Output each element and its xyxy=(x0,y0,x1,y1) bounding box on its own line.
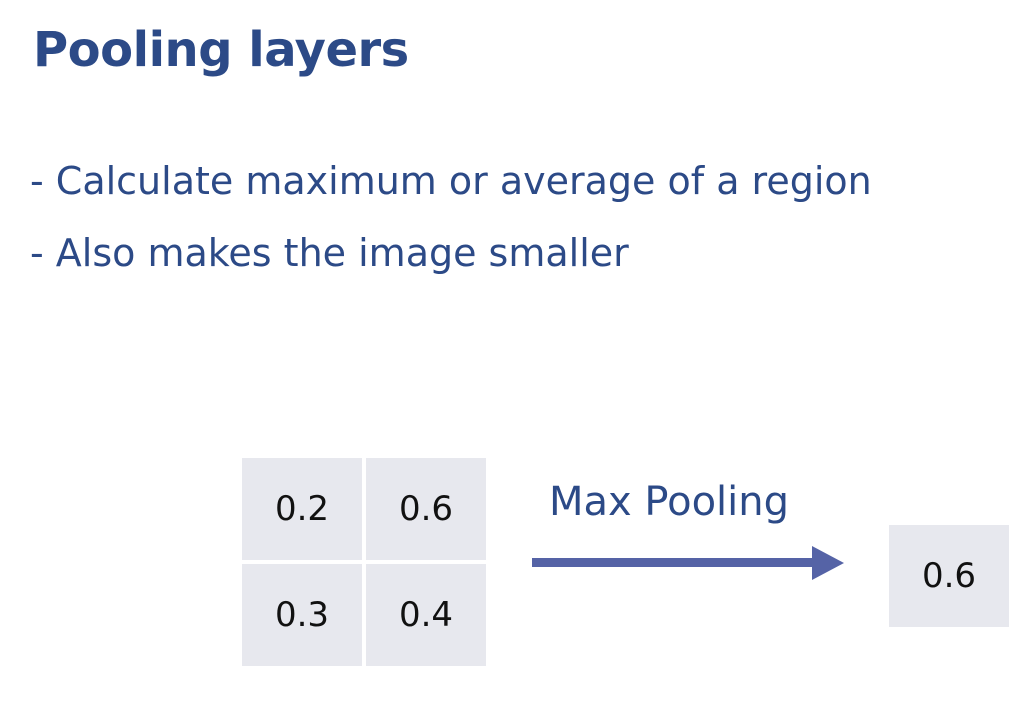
grid-cell-r2c2: 0.4 xyxy=(366,564,486,666)
arrow-head xyxy=(812,546,844,580)
operation-label: Max Pooling xyxy=(549,479,790,525)
output-cell: 0.6 xyxy=(889,525,1009,627)
grid-cell-r1c2: 0.6 xyxy=(366,458,486,560)
grid-cell-r1c1: 0.2 xyxy=(242,458,362,560)
bullet-item: - Calculate maximum or average of a regi… xyxy=(30,159,872,203)
grid-cell-r2c1: 0.3 xyxy=(242,564,362,666)
input-grid: 0.2 0.6 0.3 0.4 xyxy=(242,458,486,666)
arrow-shaft xyxy=(532,558,814,567)
slide-title: Pooling layers xyxy=(33,22,409,78)
bullet-item: - Also makes the image smaller xyxy=(30,231,629,275)
right-arrow-icon xyxy=(532,546,844,580)
bullet-list: - Calculate maximum or average of a regi… xyxy=(30,145,872,289)
